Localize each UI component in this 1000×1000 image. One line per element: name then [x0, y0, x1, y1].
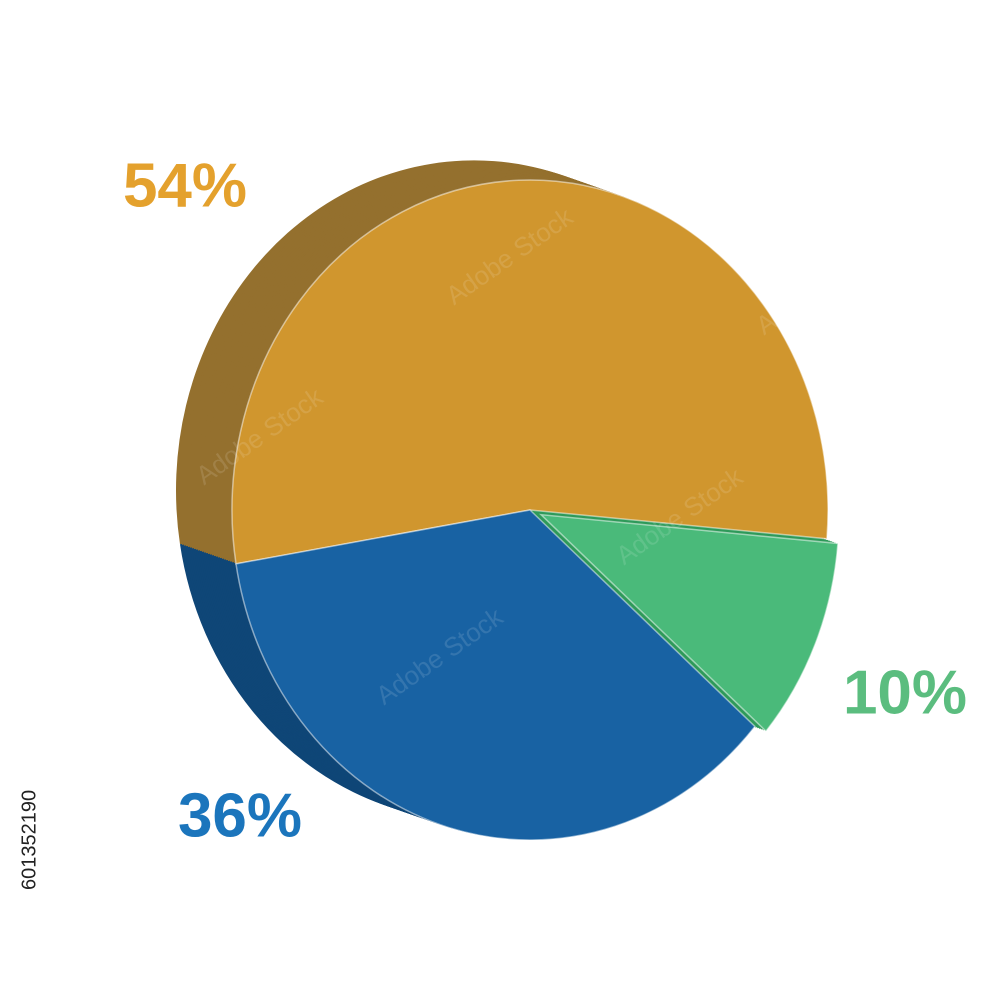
value-label: 54% [123, 151, 247, 220]
slice [538, 513, 839, 733]
slice [235, 509, 756, 841]
value-label: 36% [178, 781, 302, 850]
value-label: 10% [843, 658, 967, 727]
stock-id: 601352190 [18, 790, 40, 890]
slice [231, 179, 829, 565]
